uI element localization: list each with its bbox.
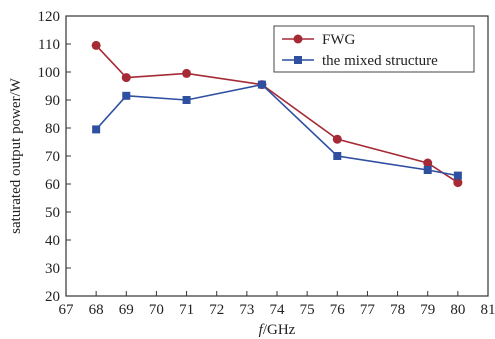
x-tick-label: 79 [420, 302, 435, 318]
x-tick-label: 68 [89, 302, 104, 318]
y-tick-label: 40 [45, 233, 60, 249]
data-point [333, 152, 342, 160]
data-point [92, 125, 101, 134]
data-point [182, 68, 192, 78]
x-tick-label: 80 [450, 302, 465, 318]
x-tick-label: 69 [119, 302, 134, 318]
legend-marker-mixed [294, 56, 302, 64]
x-tick-label: 70 [149, 302, 164, 318]
data-point [332, 134, 342, 144]
data-point [453, 171, 462, 180]
y-tick-label: 90 [45, 93, 60, 109]
x-axis-label-var: f [259, 322, 265, 338]
legend-marker-fwg [293, 34, 303, 44]
data-point [453, 178, 463, 188]
x-tick-label: 74 [270, 302, 286, 318]
y-tick-label: 30 [45, 261, 60, 277]
x-tick-label: 72 [209, 302, 224, 318]
data-point [423, 166, 432, 174]
y-tick-label: 50 [45, 205, 60, 221]
series-group [91, 40, 463, 188]
y-tick-label: 20 [45, 289, 60, 305]
x-tick-label: 81 [481, 302, 495, 318]
x-axis-label-unit: /GHz [263, 322, 296, 338]
y-tick-label: 70 [45, 149, 60, 165]
x-tick-label: 67 [59, 302, 75, 318]
y-axis-label: saturated output power/W [8, 77, 24, 234]
x-tick-label: 75 [300, 302, 315, 318]
y-tick-label: 100 [38, 65, 61, 81]
data-point [121, 73, 131, 83]
y-tick-label: 60 [45, 177, 60, 193]
legend-label-mixed: the mixed structure [322, 53, 438, 69]
data-point [257, 80, 266, 89]
y-tick-label: 80 [45, 121, 60, 137]
data-point [91, 40, 101, 50]
series-line-1 [95, 83, 459, 177]
legend-label-fwg: FWG [322, 32, 356, 48]
legend-box [273, 25, 475, 73]
data-point [122, 91, 131, 100]
legend: FWG the mixed structure [273, 25, 475, 73]
data-point [423, 158, 433, 168]
y-tick-label: 120 [38, 9, 61, 25]
y-tick-label: 110 [38, 37, 60, 53]
x-axis-label: f/GHz [259, 322, 296, 338]
x-tick-label: 78 [390, 302, 405, 318]
data-point [182, 96, 191, 104]
x-tick-label: 73 [239, 302, 254, 318]
x-tick-label: 77 [360, 302, 376, 318]
ticks: 67 68 69 70 71 72 73 74 75 76 77 78 79 80 81 20 30 40 50 60… [38, 9, 495, 318]
x-tick-label: 76 [330, 302, 346, 318]
x-tick-label: 71 [179, 302, 194, 318]
